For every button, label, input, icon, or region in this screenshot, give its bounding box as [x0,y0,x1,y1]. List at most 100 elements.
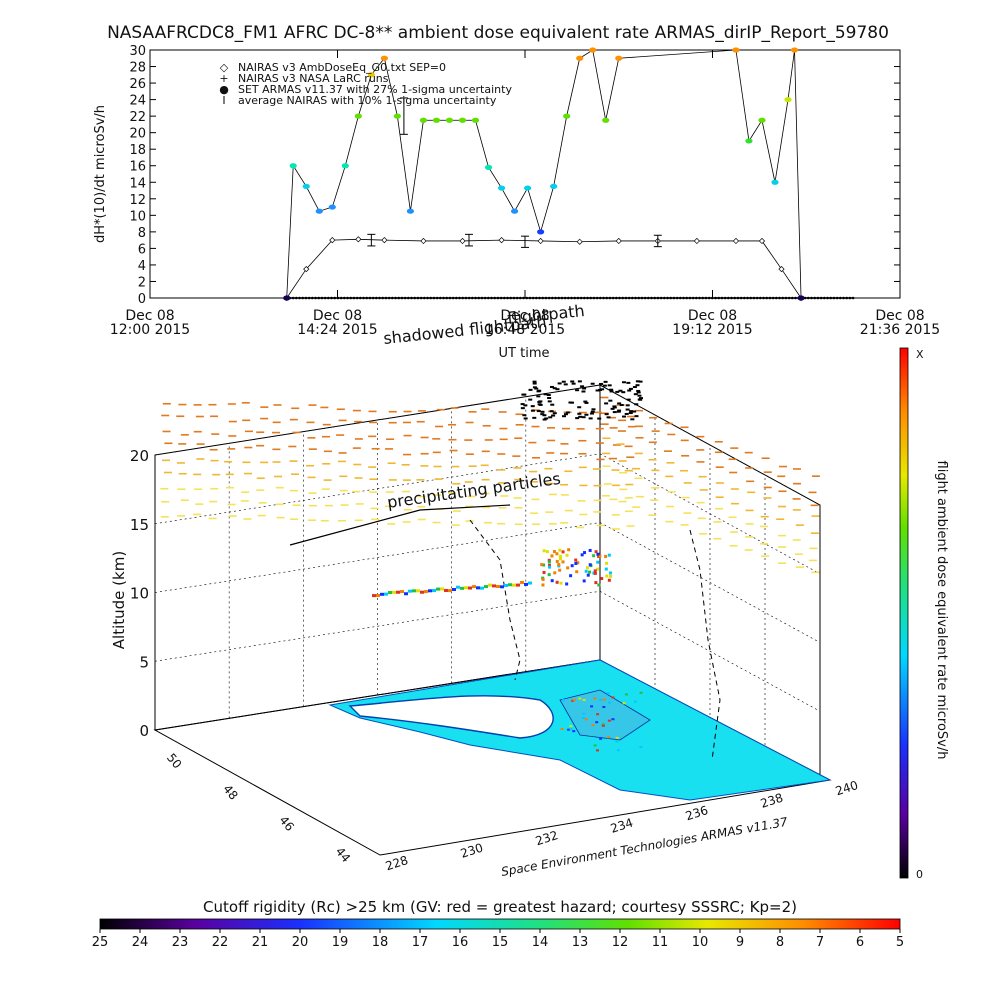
particle-mark [777,534,786,537]
nairas-marker [329,237,336,244]
particle-mark [354,477,363,479]
particle-mark [792,539,801,541]
x-tick-date: Dec 08 [125,308,174,324]
particle-mark [763,471,772,473]
bottom-colorbar-ticks: 25 24 23 22 21 20 19 18 17 16 15 14 13 12 11 10 9 8 7 6 5 [92,929,904,950]
larc-marker [557,296,561,300]
flight-dose-mark [444,588,448,592]
flight-dose-mark [594,581,598,585]
flightpath-mark [584,413,589,416]
y-tick-label: 6 [138,242,146,257]
flightpath-mark [528,398,533,401]
flight-dose-mark [456,585,460,589]
larc-marker [426,296,429,300]
armas-marker [406,208,415,214]
particle-mark [531,498,540,501]
particle-mark [578,411,587,414]
bottom-tick-label: 12 [612,935,629,950]
particle-mark [793,482,802,485]
flight-dose-mark [464,586,468,590]
flight-dose-mark [561,560,565,564]
larc-marker [599,296,602,300]
lat-tick-label: 44 [333,844,354,865]
particle-mark [809,547,818,550]
larc-marker [445,296,449,300]
larc-marker [333,296,337,300]
larc-marker [327,296,330,300]
larc-marker [515,296,519,300]
flightpath-mark [612,405,617,408]
flight-dose-mark [605,561,609,565]
particle-mark [386,438,395,441]
larc-marker [336,296,340,300]
particle-mark [482,506,491,509]
flightpath-mark [577,380,582,383]
larc-marker [448,296,452,300]
particle-mark [728,516,737,519]
flightpath-mark [617,409,622,412]
particle-mark [624,469,633,472]
armas-marker [784,97,792,103]
flightpath-mark [638,380,643,383]
larc-marker [682,296,685,300]
particle-mark [808,559,817,562]
y-tick-label: 26 [129,77,146,92]
flight-dose-mark [605,574,609,578]
particle-mark [450,407,459,409]
bottom-tick-label: 6 [856,935,864,950]
flightpath-mark [604,402,609,405]
bottom-tick-label: 13 [572,935,589,950]
particle-mark [683,512,692,514]
larc-marker [480,296,484,300]
flight-dose-mark [576,561,580,565]
larc-marker [749,296,753,300]
larc-marker [512,296,516,300]
particle-mark [208,403,217,406]
particle-mark [433,465,442,468]
flight-dose-mark [550,554,554,558]
particle-mark [176,462,185,464]
larc-marker [359,296,362,300]
flight-dose-mark [601,723,605,726]
particle-mark [340,504,349,506]
flight-dose-mark [575,570,579,574]
particle-mark [499,438,508,441]
flight-dose-mark [598,554,602,558]
larc-marker [851,296,855,300]
larc-marker [621,296,625,300]
particle-mark [448,438,457,441]
particle-mark [577,500,586,502]
particle-mark [371,447,380,450]
larc-marker [714,296,717,300]
particle-mark [388,421,397,424]
larc-marker [442,296,445,300]
particle-mark [747,491,756,494]
larc-marker [496,296,500,300]
flightpath-mark [577,406,582,409]
particle-mark [531,456,540,459]
particle-mark [225,473,234,476]
particle-mark [513,497,522,499]
nairas-marker [576,238,583,245]
armas-marker [732,47,740,53]
precipitating-particles-label: precipitating particles [386,469,562,512]
z-gridline [154,590,601,662]
flight-dose-mark [590,705,594,708]
particle-mark [388,410,397,413]
bottom-tick-label: 8 [776,935,784,950]
particle-mark [515,413,524,416]
particle-mark [779,465,788,468]
nairas-marker [615,237,622,245]
nairas-marker [778,265,785,273]
larc-marker [717,296,721,300]
nairas-series-line [286,238,802,299]
particle-mark [307,437,316,439]
particle-mark [465,520,474,522]
larc-marker [362,296,365,300]
particle-mark [227,448,236,450]
particle-mark [531,523,540,526]
particle-mark [195,415,204,418]
larc-marker [691,296,695,300]
particle-mark [744,451,753,454]
particle-mark [448,492,457,494]
